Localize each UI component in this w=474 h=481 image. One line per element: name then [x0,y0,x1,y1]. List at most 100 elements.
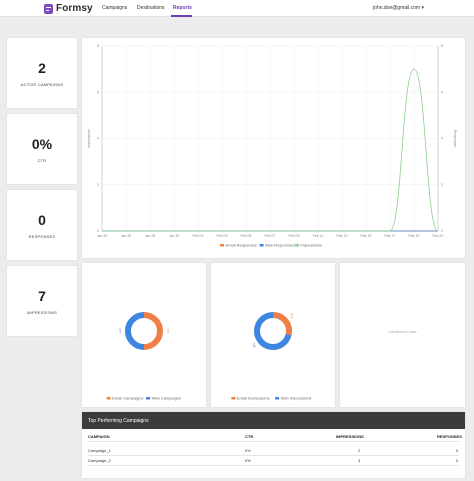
nav-destinations[interactable]: Destinations [137,5,165,11]
table-cell-responses: 0 [456,448,459,453]
stat-value: 7 [38,288,46,304]
stat-card-ctr: 0% CTR [7,114,77,184]
chevron-down-icon: ▾ [421,5,424,11]
y2-tick-label: 4 [441,137,443,141]
x-tick-label: Jan 30 [169,234,180,238]
top-navbar: Formsy Campaigns Destinations Reports jo… [0,0,474,17]
x-tick-labels: Jan 24 Jan 26 Jan 28 Jan 30 Feb 01 Feb 03 Feb … [97,234,444,238]
header-divider [88,441,459,442]
insufficient-data-message: Insufficient data [388,329,417,334]
stat-card-impressions: 7 IMPRESSIONS [7,266,77,336]
form-icon [44,3,53,14]
table-cell-impressions: 2 [358,448,361,453]
y2-tick-label: 2 [441,183,443,187]
stat-value: 0 [38,212,46,228]
y2-tick-label: 6 [441,90,443,94]
nav-campaigns[interactable]: Campaigns [102,5,128,11]
donut-slice-email-campaigns[interactable] [143,312,163,350]
stat-label: RESPONSES [28,234,56,239]
legend-swatch [231,397,236,400]
legend-label: Web Campaigns [152,395,182,400]
table-cell-ctr: 0% [245,448,251,453]
y-tick-labels: 8 8 6 6 4 4 2 2 0 0 [97,44,443,233]
series-line-impressions [102,68,439,232]
line-chart-card: 8 8 6 6 4 4 2 2 0 0 Jan 24 Jan 26 Jan 28 Jan 30 Feb 0… [82,38,465,258]
slice-value-label: 1 [119,329,122,335]
legend-swatch [275,397,280,400]
slice-value-label: 2 [290,314,293,320]
row-divider [88,455,459,456]
impressions-donut-card: 2 5 Email Impressions Web Impressions [211,263,335,407]
x-tick-label: Feb 07 [265,234,276,238]
x-tick-label: Feb 17 [385,234,396,238]
responses-chart-card: Insufficient data [340,263,465,407]
legend-label: Impressions [300,242,322,247]
stat-value: 2 [38,60,46,76]
x-tick-label: Feb 03 [217,234,228,238]
stat-label: IMPRESSIONS [27,310,57,315]
x-tick-label: Jan 28 [145,234,156,238]
y2-tick-label: 0 [441,229,443,233]
y-tick-label: 6 [97,90,99,94]
table-cell-campaign[interactable]: Campaign_1 [88,448,111,453]
column-header-impressions: IMPRESSIONS [336,434,364,439]
donut-slice-web-campaigns[interactable] [125,312,145,350]
table-cell-campaign[interactable]: Campaign_2 [88,458,111,463]
legend-swatch [146,397,151,400]
column-header-campaign: CAMPAIGN [88,434,110,439]
y-tick-label: 4 [97,137,99,141]
x-tick-label: Feb 05 [241,234,252,238]
x-tick-label: Feb 13 [337,234,348,238]
campaigns-donut-chart: 1 1 Email Campaigns Web Campaigns [106,312,182,400]
stat-card-responses: 0 RESPONSES [7,190,77,260]
nav-reports[interactable]: Reports [173,5,192,11]
x-tick-label: Feb 21 [433,234,444,238]
legend-swatch [106,397,111,400]
x-tick-label: Feb 19 [409,234,420,238]
x-tick-label: Feb 15 [361,234,372,238]
user-menu[interactable]: john.doe@gmail.com ▾ [373,5,424,11]
stat-label: ACTIVE CAMPAIGNS [20,82,64,87]
column-header-responses: RESPONSES [437,434,462,439]
table-cell-responses: 0 [456,458,459,463]
row-divider [88,465,459,466]
chart-grid [101,45,439,232]
y2-axis-label: Responses [453,130,457,148]
y-tick-label: 8 [97,44,99,48]
x-tick-label: Feb 11 [313,234,324,238]
table-cell-impressions: 3 [358,458,361,463]
chart-legend: Email Responses Web Responses Impressions [220,242,322,247]
active-tab-indicator [171,15,192,17]
campaigns-donut-card: 1 1 Email Campaigns Web Campaigns [82,263,206,407]
x-tick-label: Feb 01 [193,234,204,238]
table-title: Top Performing Campaigns [82,412,465,429]
formsy-logo[interactable]: Formsy [44,3,93,14]
impressions-donut-chart: 2 5 Email Impressions Web Impressions [231,312,312,400]
user-email: john.doe@gmail.com [373,5,421,11]
x-tick-label: Jan 24 [97,234,108,238]
legend-label: Email Responses [226,242,257,247]
donut-slice-email-impressions[interactable] [272,312,292,336]
legend-swatch [259,244,264,247]
slice-value-label: 1 [167,329,170,335]
chart-series [102,68,439,232]
slice-value-label: 5 [253,343,256,349]
x-tick-label: Jan 26 [121,234,132,238]
stat-value: 0% [31,136,53,152]
legend-label: Email Impressions [237,395,270,400]
stat-label: CTR [37,158,47,163]
legend-label: Web Impressions [281,395,312,400]
logo-text: Formsy [56,3,93,14]
y-tick-label: 2 [97,183,99,187]
top-campaigns-table: Top Performing Campaigns CAMPAIGN CTR IM… [82,412,465,478]
y-axis-label: Impressions [87,129,91,148]
legend-label: Web Responses [265,242,294,247]
y-tick-label: 0 [97,229,99,233]
legend-swatch [220,244,225,247]
y2-tick-label: 8 [441,44,443,48]
table-cell-ctr: 0% [245,458,251,463]
donut-slice-web-impressions[interactable] [254,312,292,350]
column-header-ctr: CTR [245,434,254,439]
line-chart: 8 8 6 6 4 4 2 2 0 0 Jan 24 Jan 26 Jan 28 Jan 30 Feb 0… [87,44,457,247]
legend-label: Email Campaigns [112,395,143,400]
